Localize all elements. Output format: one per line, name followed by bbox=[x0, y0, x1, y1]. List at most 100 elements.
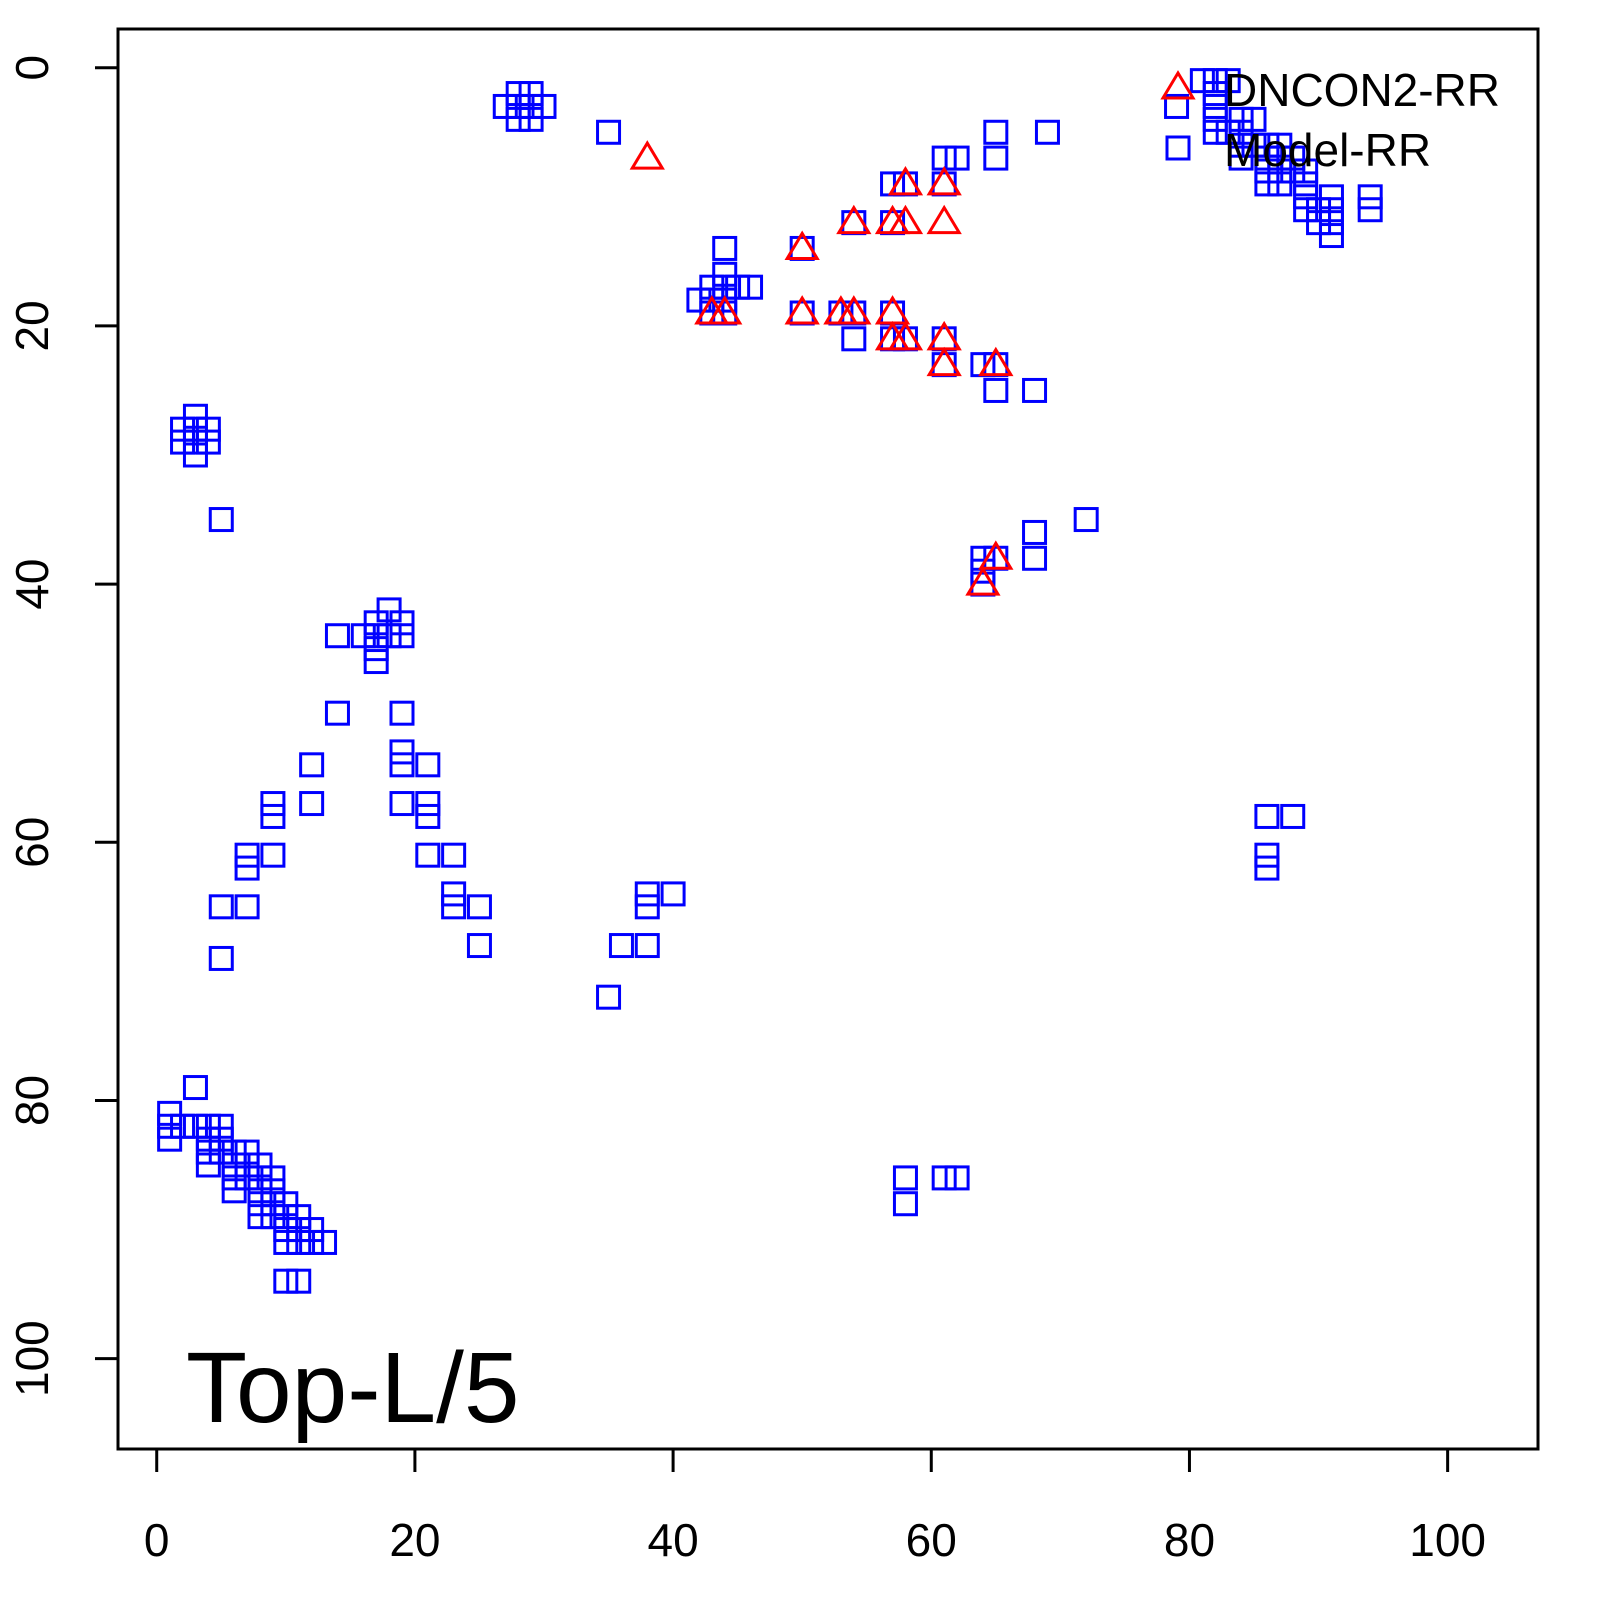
model-rr-point bbox=[376, 597, 402, 623]
model-rr-point bbox=[1254, 842, 1280, 868]
model-rr-point bbox=[389, 700, 415, 726]
model-rr-point bbox=[299, 791, 325, 817]
model-rr-point bbox=[208, 945, 234, 971]
model-rr-point bbox=[1022, 545, 1048, 571]
model-rr-point bbox=[1293, 197, 1319, 223]
model-rr-point bbox=[518, 81, 544, 107]
model-rr-point bbox=[221, 1178, 247, 1204]
model-rr-point bbox=[944, 1165, 970, 1191]
model-rr-point bbox=[195, 1113, 221, 1139]
model-rr-point bbox=[415, 752, 441, 778]
model-rr-point bbox=[260, 1191, 286, 1217]
dncon2-rr-point bbox=[707, 295, 743, 325]
model-rr-point bbox=[634, 894, 660, 920]
model-rr-point bbox=[505, 106, 531, 132]
model-rr-point bbox=[931, 1165, 957, 1191]
model-rr-point bbox=[234, 1139, 260, 1165]
model-rr-point bbox=[363, 636, 389, 662]
model-rr-point bbox=[260, 1165, 286, 1191]
model-rr-point bbox=[1306, 210, 1332, 236]
model-rr-point bbox=[273, 1229, 299, 1255]
model-rr-point bbox=[712, 235, 738, 261]
model-rr-point bbox=[1202, 68, 1228, 94]
model-rr-point bbox=[970, 558, 996, 584]
model-rr-point bbox=[247, 1191, 273, 1217]
model-rr-point bbox=[247, 1204, 273, 1230]
model-rr-point bbox=[1357, 197, 1383, 223]
model-rr-point bbox=[260, 803, 286, 829]
model-rr-point bbox=[1267, 132, 1293, 158]
model-rr-point bbox=[441, 842, 467, 868]
model-rr-point bbox=[1293, 184, 1319, 210]
model-rr-point bbox=[1202, 119, 1228, 145]
model-rr-point bbox=[195, 1152, 221, 1178]
model-rr-point bbox=[273, 1191, 299, 1217]
model-rr-point bbox=[170, 429, 196, 455]
model-rr-point bbox=[286, 1204, 312, 1230]
model-rr-point bbox=[182, 429, 208, 455]
model-rr-point bbox=[1164, 93, 1190, 119]
model-rr-point bbox=[505, 93, 531, 119]
plot-frame bbox=[116, 27, 1540, 1451]
model-rr-point bbox=[247, 1152, 273, 1178]
dncon2-rr-point bbox=[784, 230, 820, 260]
model-rr-point bbox=[1280, 803, 1306, 829]
model-rr-point bbox=[660, 881, 686, 907]
model-rr-point bbox=[415, 803, 441, 829]
model-rr-point bbox=[208, 1126, 234, 1152]
dncon2-rr-point bbox=[836, 204, 872, 235]
panel-annotation: Top-L/5 bbox=[186, 1332, 520, 1444]
model-rr-point bbox=[441, 894, 467, 920]
model-rr-point bbox=[234, 1152, 260, 1178]
model-rr-point bbox=[157, 1100, 183, 1126]
model-rr-point bbox=[712, 274, 738, 300]
model-rr-point bbox=[260, 1178, 286, 1204]
y-tick-label: 100 bbox=[6, 1320, 58, 1397]
model-rr-point bbox=[363, 649, 389, 675]
dncon2-rr-point bbox=[926, 204, 962, 235]
model-rr-point bbox=[363, 610, 389, 636]
model-rr-point bbox=[415, 791, 441, 817]
model-rr-point bbox=[712, 261, 738, 287]
model-rr-point bbox=[415, 842, 441, 868]
model-rr-point bbox=[1189, 68, 1215, 94]
model-rr-point bbox=[983, 145, 1009, 171]
model-rr-point bbox=[208, 894, 234, 920]
model-rr-point bbox=[1241, 106, 1267, 132]
model-rr-point bbox=[1073, 507, 1099, 533]
model-rr-point bbox=[699, 274, 725, 300]
dncon2-rr-point bbox=[887, 320, 924, 351]
model-rr-point bbox=[1306, 197, 1332, 223]
model-rr-point bbox=[1228, 132, 1254, 158]
model-rr-point bbox=[286, 1217, 312, 1243]
model-rr-point bbox=[195, 416, 221, 442]
model-rr-point bbox=[1215, 68, 1241, 94]
dncon2-rr-point bbox=[887, 204, 924, 235]
model-rr-point bbox=[518, 93, 544, 119]
model-rr-point bbox=[286, 1229, 312, 1255]
model-rr-point bbox=[1254, 158, 1280, 184]
y-axis: 0 20 40 60 80 100 bbox=[6, 55, 120, 1397]
model-rr-point bbox=[608, 933, 634, 959]
model-rr-point bbox=[170, 1113, 196, 1139]
model-rr-point bbox=[1215, 119, 1241, 145]
model-rr-point bbox=[182, 403, 208, 429]
model-rr-point bbox=[505, 81, 531, 107]
model-rr-point bbox=[1254, 803, 1280, 829]
model-rr-point bbox=[983, 377, 1009, 403]
model-rr-point bbox=[182, 1113, 208, 1139]
model-rr-point bbox=[738, 274, 764, 300]
model-rr-point bbox=[725, 274, 751, 300]
legend-triangle-icon bbox=[1160, 70, 1196, 100]
model-rr-point bbox=[1318, 184, 1344, 210]
model-rr-point bbox=[1318, 210, 1344, 236]
model-rr-point bbox=[389, 623, 415, 649]
model-rr-point bbox=[312, 1229, 338, 1255]
model-rr-point bbox=[389, 752, 415, 778]
model-rr-point bbox=[1022, 519, 1048, 545]
model-rr-point bbox=[208, 507, 234, 533]
model-rr-point bbox=[350, 623, 376, 649]
model-rr-point bbox=[273, 1268, 299, 1294]
model-rr-point bbox=[182, 442, 208, 468]
model-rr-point bbox=[531, 93, 557, 119]
